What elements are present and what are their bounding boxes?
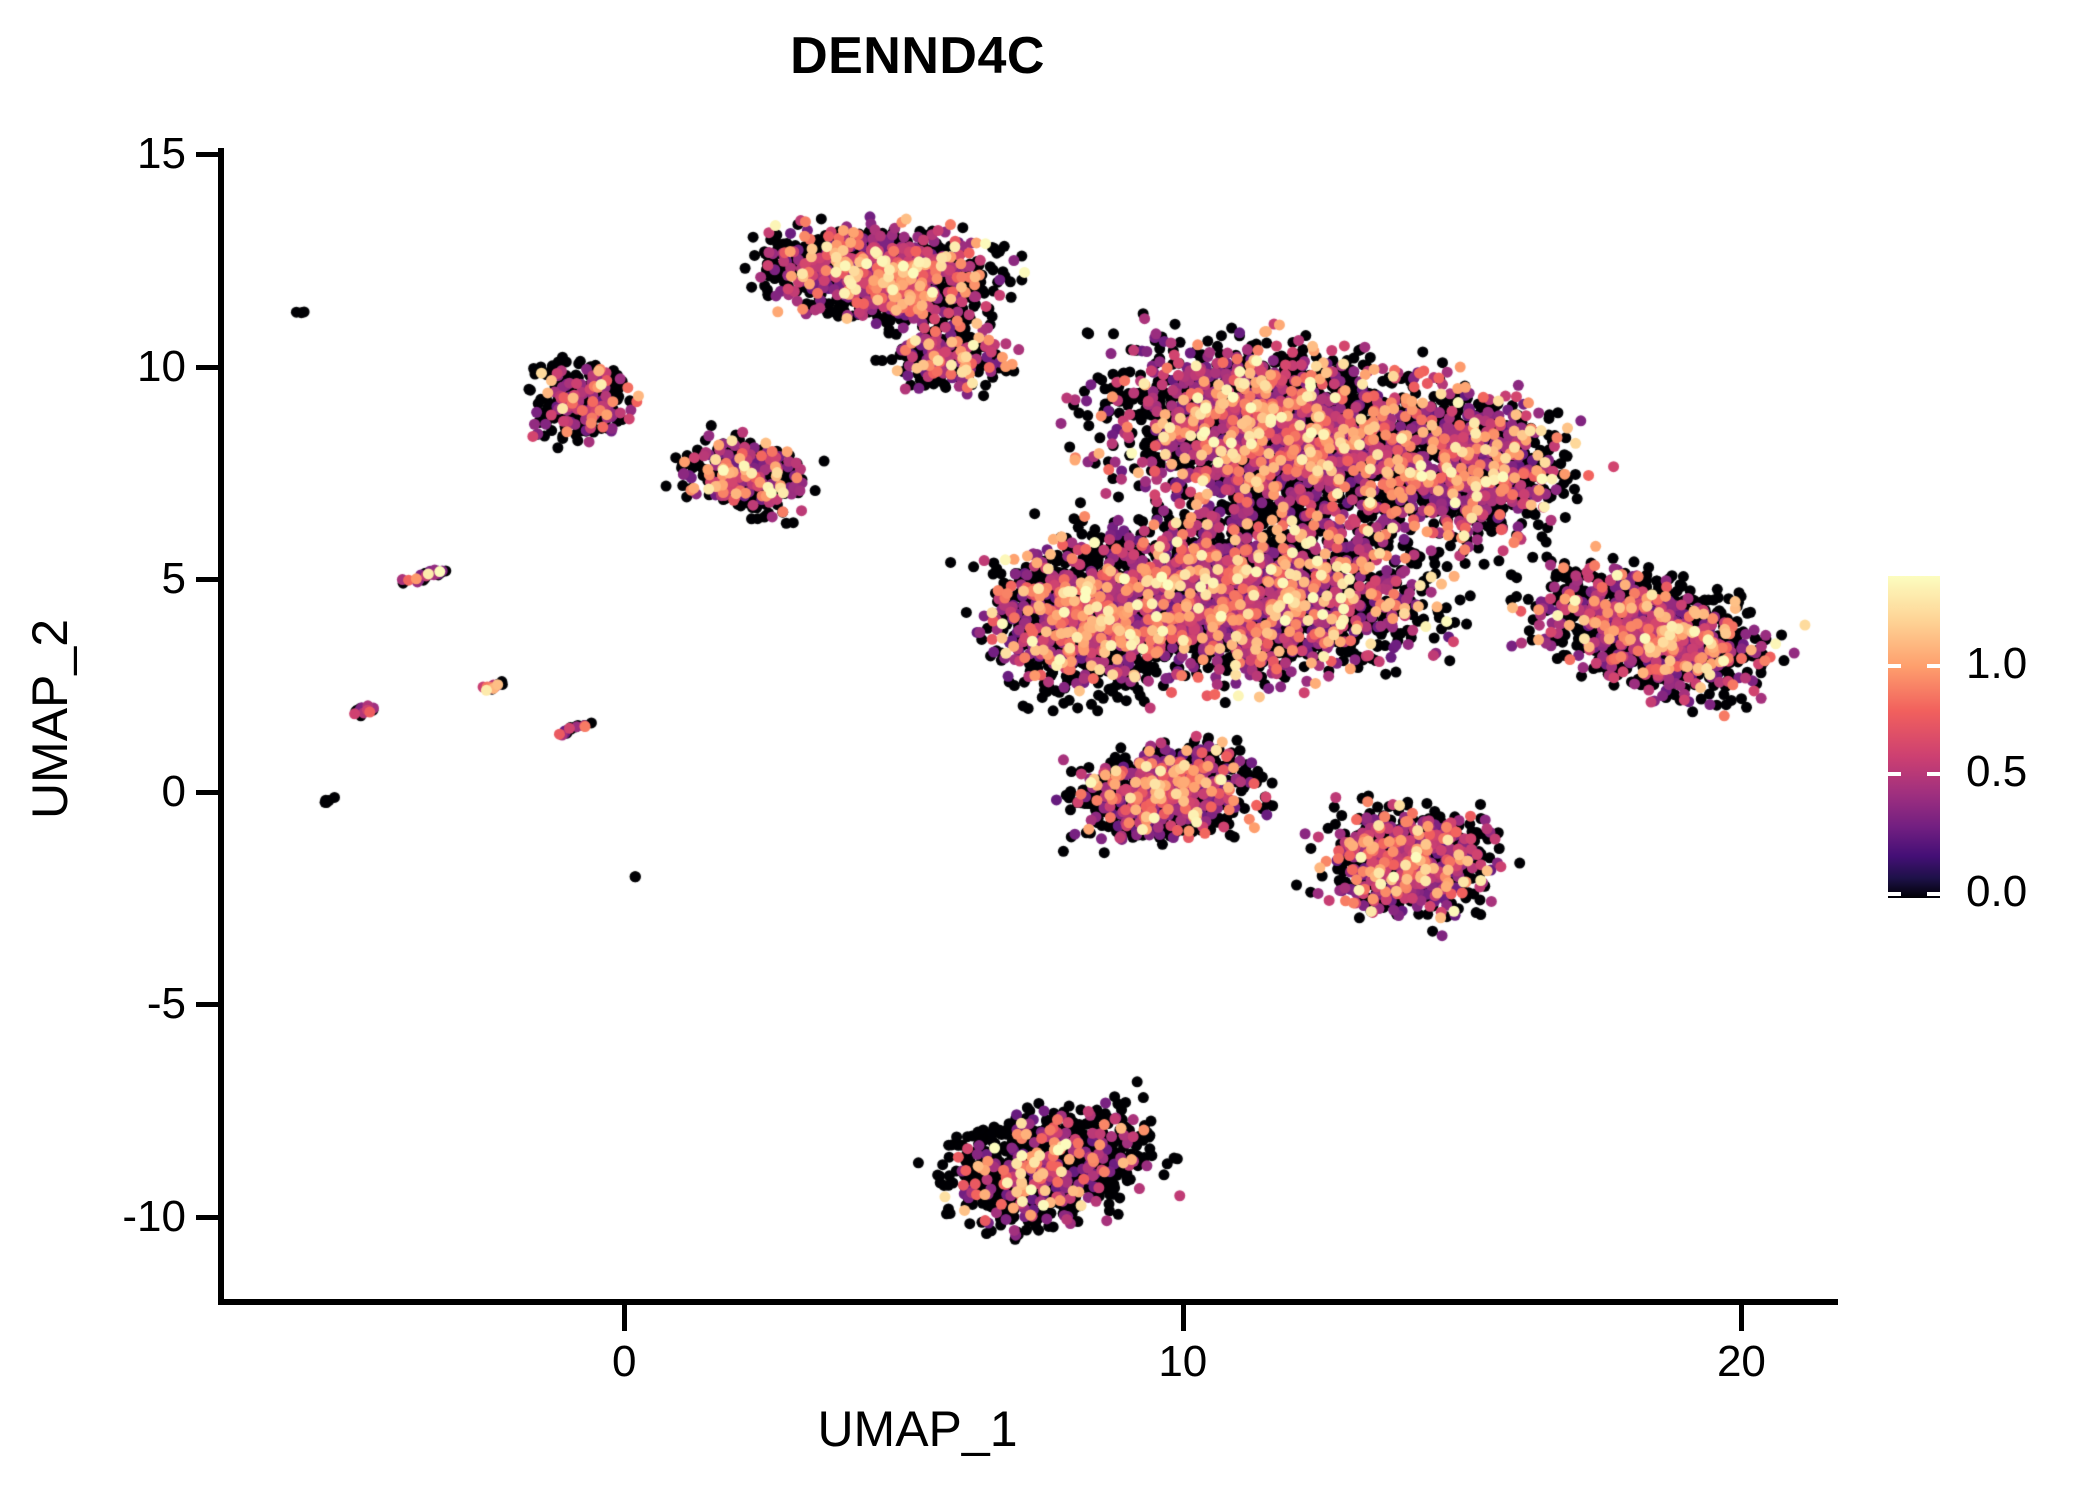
x-axis-title: UMAP_1	[817, 1401, 1018, 1457]
x-tick-mark-20	[1739, 1305, 1745, 1331]
x-tick-label-0: 0	[611, 1337, 637, 1386]
colorbar-tick-0.5-right	[1927, 772, 1940, 776]
x-tick-mark-0	[622, 1305, 628, 1331]
y-tick-mark-15	[196, 152, 222, 157]
x-tick-mark-10	[1180, 1305, 1186, 1331]
y-tick-label--5: -5	[146, 979, 186, 1029]
y-tick-label-15: 15	[137, 129, 186, 178]
x-tick-label-10: 10	[1158, 1337, 1208, 1386]
page-title: DENND4C	[790, 27, 1045, 85]
y-tick-label--10: -10	[122, 1191, 186, 1241]
y-tick-mark-5	[196, 577, 222, 583]
y-tick-label-10: 10	[137, 341, 186, 391]
colorbar-gradient	[1888, 576, 1940, 898]
y-tick-mark-10	[196, 364, 222, 370]
y-axis-title: UMAP_2	[22, 618, 78, 820]
y-tick-label-5: 5	[161, 554, 186, 604]
colorbar-label-high: 1.0	[1966, 639, 2028, 688]
scatter-plot-canvas	[222, 120, 1842, 1302]
colorbar-legend: 1.0 0.5 0.0	[1888, 576, 2078, 914]
colorbar-tick-0.0-right	[1927, 892, 1940, 896]
x-tick-label-20: 20	[1716, 1337, 1766, 1386]
y-axis-line	[218, 148, 224, 1305]
colorbar-tick-0.5-left	[1888, 772, 1901, 776]
y-tick-mark-0	[196, 789, 222, 795]
y-tick-mark--10	[196, 1214, 222, 1220]
colorbar-tick-1.0-left	[1888, 664, 1901, 668]
colorbar-tick-1.0-right	[1927, 664, 1940, 668]
colorbar-label-low: 0.0	[1966, 867, 2028, 916]
y-tick-label-0: 0	[161, 766, 186, 816]
colorbar-tick-0.0-left	[1888, 892, 1901, 896]
y-tick-mark--5	[196, 1002, 222, 1008]
colorbar-label-mid: 0.5	[1966, 747, 2028, 796]
x-axis-line	[218, 1299, 1838, 1305]
